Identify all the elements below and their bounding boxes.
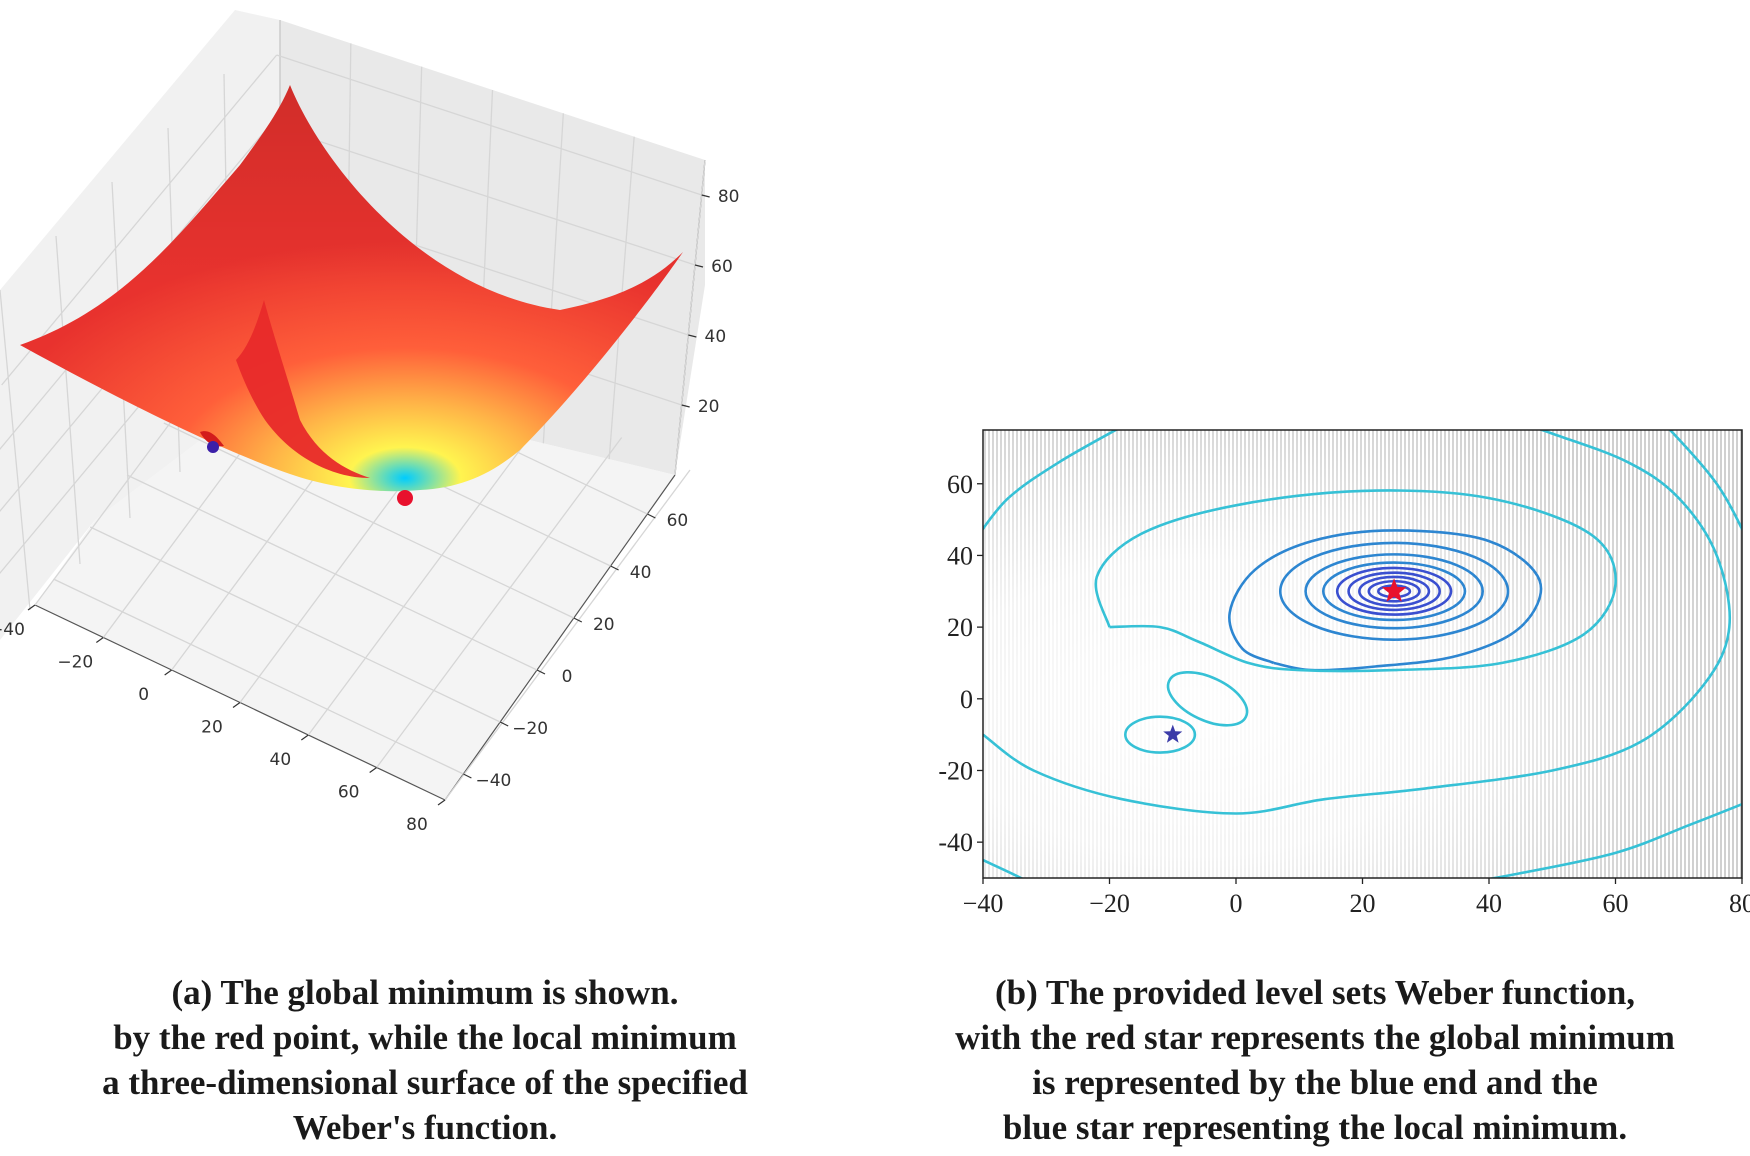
x-tick-label: 40 [270,750,292,770]
local-min-dip [200,431,224,447]
surface-plot-panel: −40 −20 0 20 40 60 80 −40 −20 0 20 40 60 20 40 60 80 [0,0,880,950]
contour-loop-local-a [1166,671,1249,727]
local-peak-spike [236,300,370,478]
y-tick-label: 40 [947,541,973,570]
z-tick-label: 60 [711,257,733,277]
floor-grid-y [163,422,575,619]
floor-grid-x [376,437,623,768]
contour-level-inner [1321,561,1467,622]
caption-a-line: by the red point, while the local minimu… [113,1018,737,1057]
z-tick-label: 20 [698,397,720,417]
z-tick [701,194,710,198]
x-tick [437,799,446,806]
contour-level-inner [1335,566,1453,616]
contour-level-corner-tr [1668,430,1742,533]
contour-level-outer1 [1094,489,1617,673]
y-tick-label: 40 [630,563,652,583]
caption-b-line: (b) The provided level sets Weber functi… [994,973,1636,1012]
contour-level-corner-bl [983,858,1024,878]
caption-a-line: Weber's function. [292,1108,558,1147]
x-tick-label: −40 [0,620,25,640]
back-grid-h [269,124,696,266]
x-tick [300,734,309,741]
x-tick-label: 40 [1476,889,1502,918]
contour-level-corner-tl [983,430,1119,532]
contour-loop-local-b [1124,715,1197,754]
caption-b-line: is represented by the blue end and the [1032,1063,1598,1102]
floor-grid-x [444,469,691,801]
back-grid-v [674,159,706,476]
y-tick-label: 60 [667,511,689,531]
local-minimum-star [1163,724,1183,743]
contour-level-inner [1358,575,1431,607]
contour-level-inner [1278,541,1510,641]
caption-a: (a) The global minimum is shown. by the … [0,970,860,1150]
z-tick [688,334,697,338]
x-tick-label: 0 [138,685,149,705]
back-grid-h [276,54,702,196]
caption-b-line: blue star representing the local minimum… [1002,1108,1628,1147]
contour-background-fade [983,430,1742,878]
x-tick [164,669,173,676]
surface-plot: −40 −20 0 20 40 60 80 −40 −20 0 20 40 60 20 40 60 80 [0,10,740,835]
x-tick-label: −40 [963,889,1004,918]
global-minimum-point [397,490,413,506]
contour-level-inner [1347,571,1441,612]
floor-grid-y [53,578,464,775]
x-tick-label: 20 [201,718,223,738]
caption-a-line: (a) The global minimum is shown. [171,973,679,1012]
x-tick-label: 0 [1230,889,1243,918]
x-tick [369,767,378,773]
global-minimum-star [1381,578,1407,602]
caption-a-line: a three-dimensional surface of the speci… [102,1063,748,1102]
x-tick-label: 80 [406,815,428,835]
z-tick-label: 40 [705,327,727,347]
y-tick-label: -20 [938,756,973,785]
floor-grid-y [126,474,538,671]
side-grid-v [0,289,31,611]
y-tick-label: −20 [512,719,548,739]
y-tick-label: -40 [938,828,973,857]
x-tick-label: −20 [1089,889,1130,918]
z-tick-label: 80 [718,187,740,207]
x-tick [27,604,36,611]
y-tick-label: 20 [947,613,973,642]
contour-level-tail [1228,529,1543,672]
side-grid-h [1,54,278,386]
contour-plot: −40 −20 0 20 40 60 80 60 40 20 0 -20 -40 [938,429,1750,918]
y-tick [647,513,656,519]
y-tick-label: 20 [593,615,615,635]
z-tick [681,404,690,408]
x-tick [95,637,104,643]
contour-level-inner [1304,553,1484,630]
z-tick [694,264,704,268]
y-tick [499,721,509,727]
floor-grid-y [89,526,501,723]
y-tick-label: 0 [562,667,573,687]
floor-grid-x [307,404,554,736]
y-tick-label: 0 [960,685,973,714]
y-tick-label: 60 [947,470,973,499]
side-grid-v [55,235,81,565]
caption-b: (b) The provided level sets Weber functi… [880,970,1750,1150]
y-tick-label: −40 [475,771,511,791]
surface-shading [20,85,683,492]
contour-level-outer2 [983,430,1732,815]
y-tick [573,617,583,623]
x-tick-label: 80 [1729,889,1750,918]
caption-b-line: with the red star represents the global … [955,1018,1675,1057]
y-tick [610,565,619,571]
x-tick-label: 60 [1603,889,1629,918]
floor-pane [35,380,675,800]
x-tick-label: 20 [1350,889,1376,918]
y-tick [536,669,546,675]
x-tick-label: −20 [57,653,93,673]
x-tick [232,702,241,708]
y-tick [463,773,472,779]
local-minimum-point [207,441,219,453]
x-tick-label: 60 [338,783,360,803]
contour-plot-panel: −40 −20 0 20 40 60 80 60 40 20 0 -20 -40 [880,0,1750,950]
